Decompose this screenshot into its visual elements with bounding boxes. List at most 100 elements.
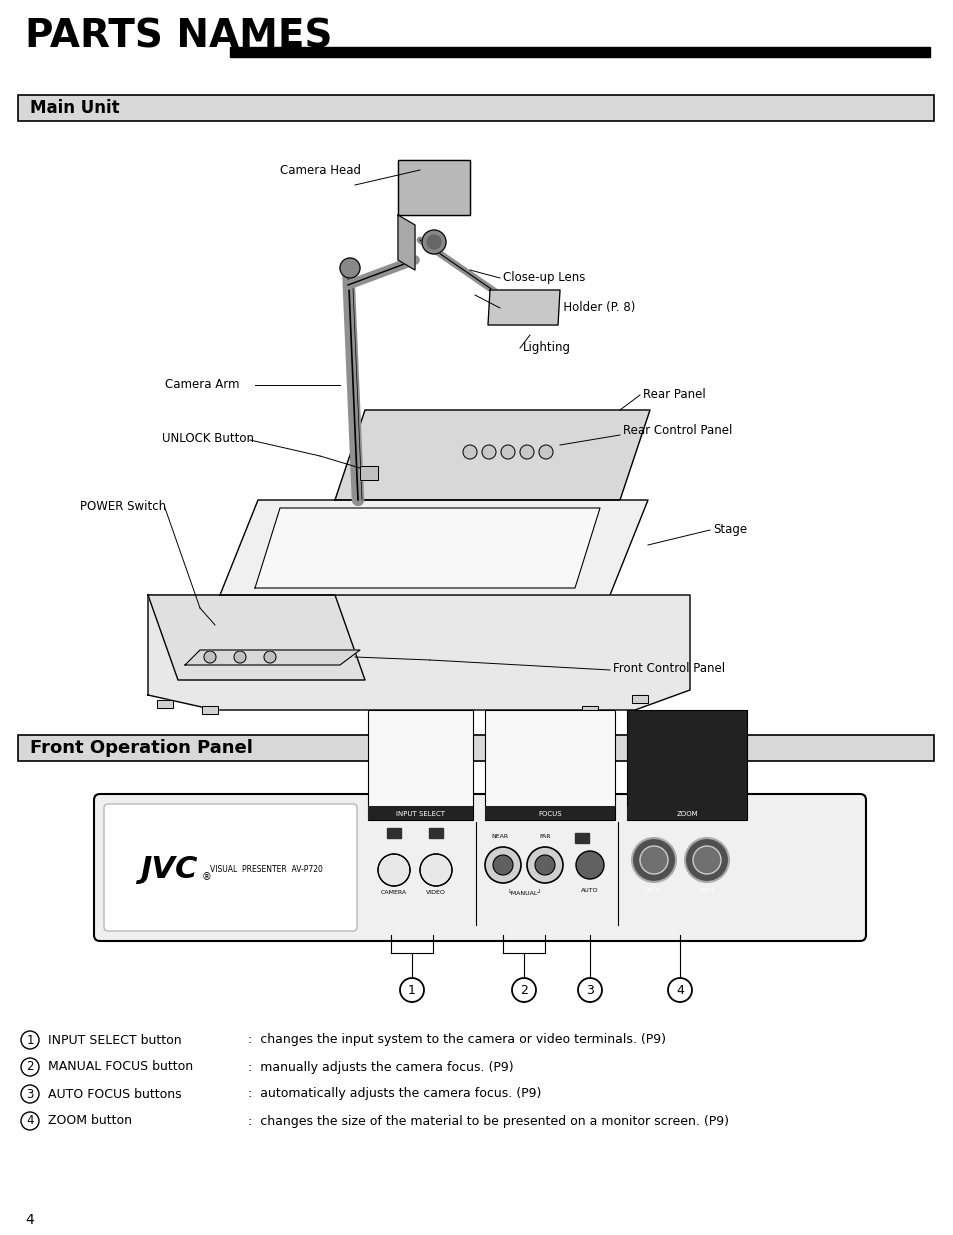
Text: 3: 3 (27, 1088, 33, 1100)
Text: AUTO: AUTO (580, 888, 598, 893)
Text: VIDEO: VIDEO (426, 890, 445, 895)
Text: 3: 3 (585, 983, 594, 997)
Text: 2: 2 (519, 983, 527, 997)
Circle shape (576, 851, 603, 879)
Text: FOCUS: FOCUS (537, 811, 561, 818)
Bar (397, 161, 470, 215)
Text: 2: 2 (27, 1061, 33, 1073)
Text: VISUAL  PRESENTER  AV-P720: VISUAL PRESENTER AV-P720 (210, 864, 322, 874)
Text: :  manually adjusts the camera focus. (P9): : manually adjusts the camera focus. (P9… (248, 1061, 513, 1073)
Polygon shape (148, 595, 689, 710)
Circle shape (667, 978, 691, 1002)
Bar (18, 95, 933, 121)
Text: INPUT SELECT button: INPUT SELECT button (48, 1034, 181, 1046)
Circle shape (377, 853, 410, 885)
Polygon shape (185, 650, 359, 664)
Circle shape (339, 258, 359, 278)
Bar (359, 466, 377, 480)
Text: Camera Head: Camera Head (280, 163, 360, 177)
Circle shape (421, 230, 446, 254)
Circle shape (639, 846, 667, 874)
Text: ®: ® (202, 872, 212, 883)
Text: 1: 1 (27, 1034, 33, 1046)
Circle shape (493, 855, 513, 876)
FancyBboxPatch shape (94, 794, 865, 941)
Circle shape (204, 651, 215, 663)
Bar (631, 695, 647, 703)
Bar (626, 710, 746, 820)
Circle shape (526, 847, 562, 883)
Circle shape (21, 1086, 39, 1103)
Circle shape (462, 445, 476, 459)
Text: :  automatically adjusts the camera focus. (P9): : automatically adjusts the camera focus… (248, 1088, 540, 1100)
Text: PARTS NAMES: PARTS NAMES (25, 17, 333, 56)
Circle shape (481, 445, 496, 459)
Text: AUTO FOCUS buttons: AUTO FOCUS buttons (48, 1088, 181, 1100)
Text: Front Operation Panel: Front Operation Panel (30, 739, 253, 757)
Circle shape (684, 839, 728, 882)
Bar (626, 806, 746, 820)
Circle shape (419, 853, 452, 885)
Circle shape (578, 978, 601, 1002)
Text: :  changes the size of the material to be presented on a monitor screen. (P9): : changes the size of the material to be… (248, 1114, 728, 1128)
Text: TELE: TELE (646, 888, 660, 893)
Text: :  changes the input system to the camera or video terminals. (P9): : changes the input system to the camera… (248, 1034, 665, 1046)
Text: 4: 4 (676, 983, 683, 997)
Polygon shape (254, 508, 599, 588)
Bar (157, 700, 172, 708)
Text: NEAR: NEAR (491, 835, 508, 840)
Text: JVC: JVC (140, 855, 197, 884)
Bar (581, 706, 598, 714)
Polygon shape (488, 290, 559, 325)
Bar (359, 466, 377, 480)
Bar (202, 706, 218, 714)
Circle shape (233, 651, 246, 663)
Text: Front Control Panel: Front Control Panel (613, 662, 724, 674)
Circle shape (399, 978, 423, 1002)
Bar (18, 735, 933, 761)
Circle shape (264, 651, 275, 663)
Circle shape (538, 445, 553, 459)
Bar (397, 161, 470, 215)
Text: WIDE: WIDE (698, 888, 715, 893)
FancyBboxPatch shape (104, 804, 356, 931)
Text: Close-up Lens: Close-up Lens (502, 272, 585, 284)
Text: 1: 1 (408, 983, 416, 997)
Bar (575, 832, 588, 844)
Bar (484, 710, 615, 820)
Text: └MANUAL┘: └MANUAL┘ (506, 890, 540, 895)
Circle shape (692, 846, 720, 874)
Bar (631, 695, 647, 703)
Bar (429, 827, 442, 839)
Text: POWER Switch: POWER Switch (80, 499, 166, 513)
Circle shape (427, 235, 440, 249)
Text: ZOOM: ZOOM (676, 811, 697, 818)
Text: CAMERA: CAMERA (380, 890, 407, 895)
Text: FAR: FAR (538, 835, 550, 840)
Polygon shape (335, 410, 649, 500)
Text: 4: 4 (25, 1213, 33, 1228)
Text: Rear Control Panel: Rear Control Panel (622, 424, 732, 436)
Text: Lighting: Lighting (522, 342, 571, 354)
Circle shape (484, 847, 520, 883)
Polygon shape (148, 595, 365, 680)
Text: ZOOM button: ZOOM button (48, 1114, 132, 1128)
Circle shape (631, 839, 676, 882)
Circle shape (21, 1031, 39, 1049)
Bar (581, 706, 598, 714)
Bar (387, 827, 400, 839)
Text: Slide Film Holder (P. 8): Slide Film Holder (P. 8) (502, 301, 635, 315)
Bar (230, 47, 929, 57)
Text: Stage: Stage (712, 524, 746, 536)
Circle shape (500, 445, 515, 459)
Text: 4: 4 (27, 1114, 33, 1128)
Text: INPUT SELECT: INPUT SELECT (395, 811, 444, 818)
Bar (368, 710, 473, 820)
Circle shape (519, 445, 534, 459)
Polygon shape (220, 500, 647, 595)
Circle shape (21, 1112, 39, 1130)
Circle shape (21, 1058, 39, 1076)
Bar (484, 806, 615, 820)
Text: Camera Arm: Camera Arm (165, 378, 239, 391)
Text: UNLOCK Button: UNLOCK Button (162, 431, 253, 445)
